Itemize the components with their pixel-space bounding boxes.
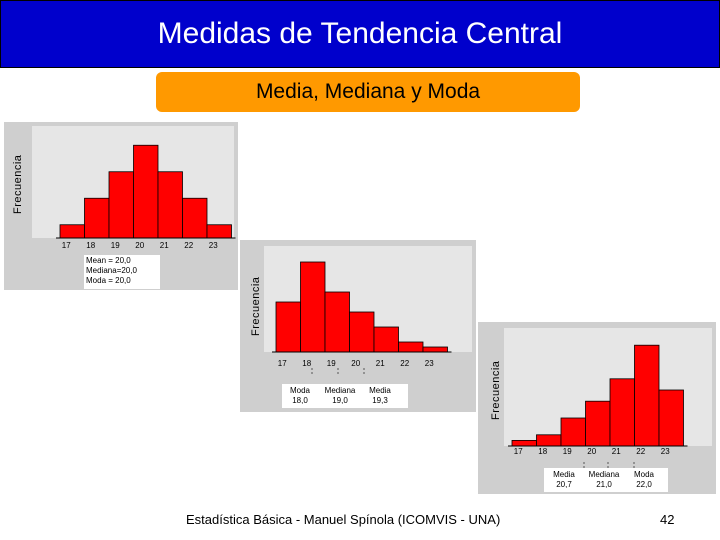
tick-label-19: 19 [563,447,572,456]
tick-label-17: 17 [278,359,287,368]
tick-label-21: 21 [612,447,621,456]
tick-label-20: 20 [587,447,596,456]
chart-panel-symmetric: Frecuencia 17 18 19 20 21 22 23 Mean = 20,0 Me… [4,122,238,290]
bar-18 [536,434,562,447]
tick-label-23: 23 [661,447,670,456]
bar-19 [108,171,134,239]
tick-label-18: 18 [86,241,95,250]
bar-21 [609,378,635,447]
histogram-right-skew: 17 18 19 20 21 22 23 [264,246,472,374]
histogram-symmetric: 17 18 19 20 21 22 23 [32,126,236,250]
page-number: 42 [660,512,675,527]
slide-subtitle: Media, Mediana y Moda [156,72,580,112]
stat-median: Mediana=20,0 [86,266,137,275]
bar-22 [182,197,208,239]
bar-18 [300,261,326,353]
stat-mediana: Mediana 19,0 [324,386,356,405]
bar-20 [585,400,611,447]
stat-moda: Moda 18,0 [289,386,310,405]
tick-label-19: 19 [111,241,120,250]
stats-box [282,384,408,408]
bar-21 [157,171,183,239]
stat-mode: Moda = 20,0 [86,276,131,285]
tick-label-23: 23 [209,241,218,250]
tick-label-18: 18 [538,447,547,456]
stat-mediana: Mediana 21,0 [588,470,620,489]
slide-title: Medidas de Tendencia Central [157,17,563,50]
tick-label-20: 20 [135,241,144,250]
tick-label-17: 17 [62,241,71,250]
bar-20 [349,311,375,353]
tick-label-21: 21 [160,241,169,250]
bar-22 [398,341,424,353]
stat-media: Media 19,3 [369,386,391,405]
slide-title-bar: Medidas de Tendencia Central [0,0,720,68]
bar-19 [560,417,586,447]
stat-mean: Mean = 20,0 [86,256,131,265]
tick-label-18: 18 [302,359,311,368]
tick-label-21: 21 [376,359,385,368]
tick-label-23: 23 [425,359,434,368]
bar-20 [133,144,159,239]
bar-23 [206,224,232,239]
bar-19 [324,291,350,353]
bar-22 [634,344,660,447]
stats-box [544,468,668,492]
bar-23 [658,389,684,447]
bar-17 [275,301,301,353]
stats-box: Mean = 20,0 Mediana=20,0 Moda = 20,0 [84,255,160,289]
bar-23 [422,346,448,353]
chart-panel-right-skew: Frecuencia 17 18 19 20 21 22 23 Moda 18,0 Media… [240,240,476,412]
histogram-left-skew: 17 18 19 20 21 22 23 [504,328,712,468]
bar-18 [84,197,110,239]
tick-label-20: 20 [351,359,360,368]
bar-17 [59,224,85,239]
tick-label-22: 22 [400,359,409,368]
stat-media: Media 20,7 [553,470,575,489]
footer-source: Estadística Básica - Manuel Spínola (ICO… [186,512,501,527]
tick-label-17: 17 [514,447,523,456]
chart-panel-left-skew: Frecuencia 17 18 19 20 21 22 23 Media 20,7 Medi… [478,322,716,494]
tick-label-19: 19 [327,359,336,368]
stat-moda: Moda 22,0 [633,470,654,489]
tick-label-22: 22 [636,447,645,456]
tick-label-22: 22 [184,241,193,250]
bar-17 [511,440,537,447]
bar-21 [373,326,399,353]
